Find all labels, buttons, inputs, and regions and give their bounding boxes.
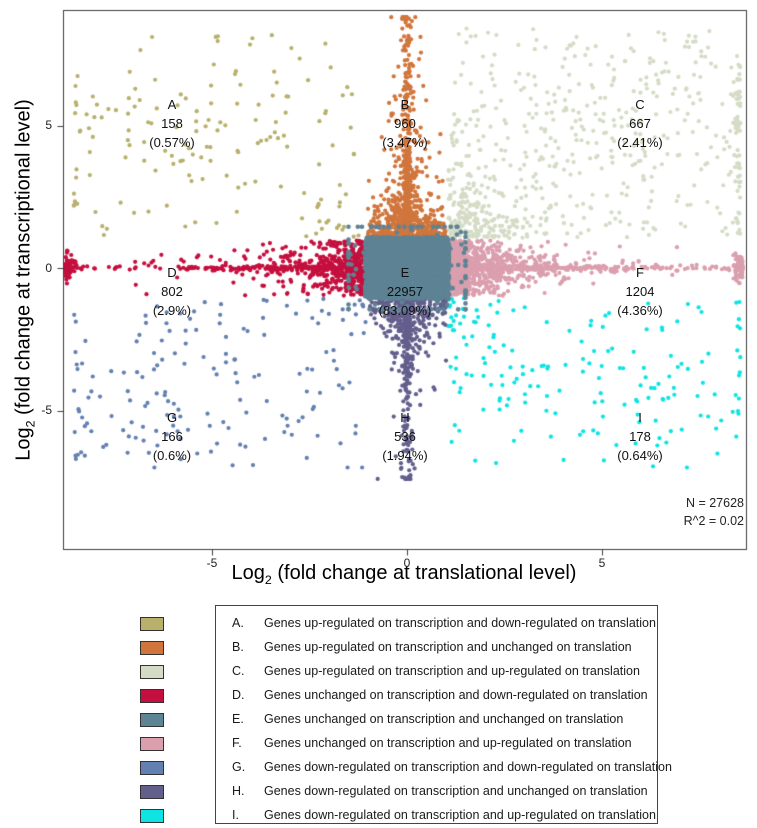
legend-swatch-D bbox=[140, 689, 164, 703]
annotation-count: 158 bbox=[161, 116, 183, 131]
legend-row-D: D. Genes unchanged on transcription and … bbox=[216, 683, 657, 707]
annotation-letter: G bbox=[166, 410, 178, 425]
x-tick-label-0: 0 bbox=[403, 556, 411, 570]
y-tick-label-0: 0 bbox=[45, 261, 52, 275]
group-annotation-H: H 536 (1.94%) bbox=[345, 408, 465, 465]
annotation-percent: (83.09%) bbox=[378, 303, 432, 318]
group-annotation-F: F 1204 (4.36%) bbox=[580, 263, 700, 320]
annotation-percent: (1.94%) bbox=[382, 448, 428, 463]
legend-description: Genes unchanged on transcription and up-… bbox=[264, 736, 632, 750]
legend-swatch-C bbox=[140, 665, 164, 679]
annotation-percent: (4.36%) bbox=[617, 303, 663, 318]
annotation-letter: I bbox=[638, 410, 642, 425]
y-tick-label-5: 5 bbox=[45, 118, 52, 132]
annotation-percent: (3.47%) bbox=[382, 135, 428, 150]
group-annotation-G: G 166 (0.6%) bbox=[112, 408, 232, 465]
legend-description: Genes unchanged on transcription and dow… bbox=[264, 688, 648, 702]
annotation-count: 536 bbox=[394, 429, 416, 444]
legend-row-H: H. Genes down-regulated on transcription… bbox=[216, 779, 657, 803]
annotation-percent: (0.57%) bbox=[149, 135, 195, 150]
group-annotation-B: B 960 (3.47%) bbox=[345, 95, 465, 152]
annotation-letter: H bbox=[400, 410, 410, 425]
annotation-count: 802 bbox=[161, 284, 183, 299]
legend-row-A: A. Genes up-regulated on transcription a… bbox=[216, 611, 657, 635]
annotation-letter: B bbox=[400, 97, 410, 112]
legend-swatch-I bbox=[140, 809, 164, 823]
legend-description: Genes down-regulated on transcription an… bbox=[264, 760, 672, 774]
y-tick-label-neg5: -5 bbox=[41, 403, 52, 417]
annotation-count: 22957 bbox=[386, 284, 424, 299]
legend-letter: E. bbox=[232, 712, 244, 726]
legend-swatch-F bbox=[140, 737, 164, 751]
legend-description: Genes up-regulated on transcription and … bbox=[264, 664, 640, 678]
group-annotation-A: A 158 (0.57%) bbox=[112, 95, 232, 152]
legend-swatch-column bbox=[140, 612, 164, 828]
x-axis-label: Log2 (fold change at translational level… bbox=[231, 562, 577, 587]
stat-n: N = 27628 bbox=[685, 496, 744, 510]
annotation-percent: (2.9%) bbox=[152, 303, 192, 318]
legend-letter: A. bbox=[232, 616, 244, 630]
group-annotation-I: I 178 (0.64%) bbox=[580, 408, 700, 465]
legend-swatch-G bbox=[140, 761, 164, 775]
legend-row-C: C. Genes up-regulated on transcription a… bbox=[216, 659, 657, 683]
annotation-percent: (0.6%) bbox=[152, 448, 192, 463]
legend-swatch-B bbox=[140, 641, 164, 655]
legend-letter: C. bbox=[232, 664, 245, 678]
legend-description: Genes up-regulated on transcription and … bbox=[264, 640, 632, 654]
annotation-count: 960 bbox=[394, 116, 416, 131]
legend-description: Genes down-regulated on transcription an… bbox=[264, 808, 656, 822]
group-annotation-E: E 22957 (83.09%) bbox=[345, 263, 465, 320]
legend-description: Genes down-regulated on transcription an… bbox=[264, 784, 648, 798]
annotation-count: 178 bbox=[629, 429, 651, 444]
legend-letter: H. bbox=[232, 784, 245, 798]
legend-swatch-H bbox=[140, 785, 164, 799]
annotation-letter: F bbox=[636, 265, 644, 280]
annotation-count: 166 bbox=[161, 429, 183, 444]
legend-letter: B. bbox=[232, 640, 244, 654]
legend-row-E: E. Genes unchanged on transcription and … bbox=[216, 707, 657, 731]
x-tick-label-neg5: -5 bbox=[206, 556, 218, 570]
legend-swatch-E bbox=[140, 713, 164, 727]
annotation-percent: (2.41%) bbox=[617, 135, 663, 150]
legend-description: Genes up-regulated on transcription and … bbox=[264, 616, 656, 630]
legend: A. Genes up-regulated on transcription a… bbox=[215, 605, 672, 827]
annotation-letter: A bbox=[167, 97, 177, 112]
annotation-letter: E bbox=[400, 265, 410, 280]
legend-row-F: F. Genes unchanged on transcription and … bbox=[216, 731, 657, 755]
group-annotation-D: D 802 (2.9%) bbox=[112, 263, 232, 320]
annotation-count: 1204 bbox=[625, 284, 655, 299]
legend-letter: F. bbox=[232, 736, 242, 750]
group-annotation-C: C 667 (2.41%) bbox=[580, 95, 700, 152]
legend-swatch-A bbox=[140, 617, 164, 631]
legend-row-I: I. Genes down-regulated on transcription… bbox=[216, 803, 657, 827]
annotation-percent: (0.64%) bbox=[617, 448, 663, 463]
legend-description: Genes unchanged on transcription and unc… bbox=[264, 712, 624, 726]
annotation-letter: D bbox=[167, 265, 177, 280]
stat-r-squared: R^2 = 0.02 bbox=[683, 514, 744, 528]
legend-letter: D. bbox=[232, 688, 245, 702]
annotation-letter: C bbox=[635, 97, 645, 112]
legend-letter: I. bbox=[232, 808, 239, 822]
annotation-count: 667 bbox=[629, 116, 651, 131]
legend-row-G: G. Genes down-regulated on transcription… bbox=[216, 755, 672, 779]
legend-letter: G. bbox=[232, 760, 246, 774]
stats-block: N = 27628 R^2 = 0.02 bbox=[684, 494, 744, 530]
legend-row-B: B. Genes up-regulated on transcription a… bbox=[216, 635, 657, 659]
scatter-canvas bbox=[0, 0, 757, 600]
x-tick-label-5: 5 bbox=[598, 556, 606, 570]
